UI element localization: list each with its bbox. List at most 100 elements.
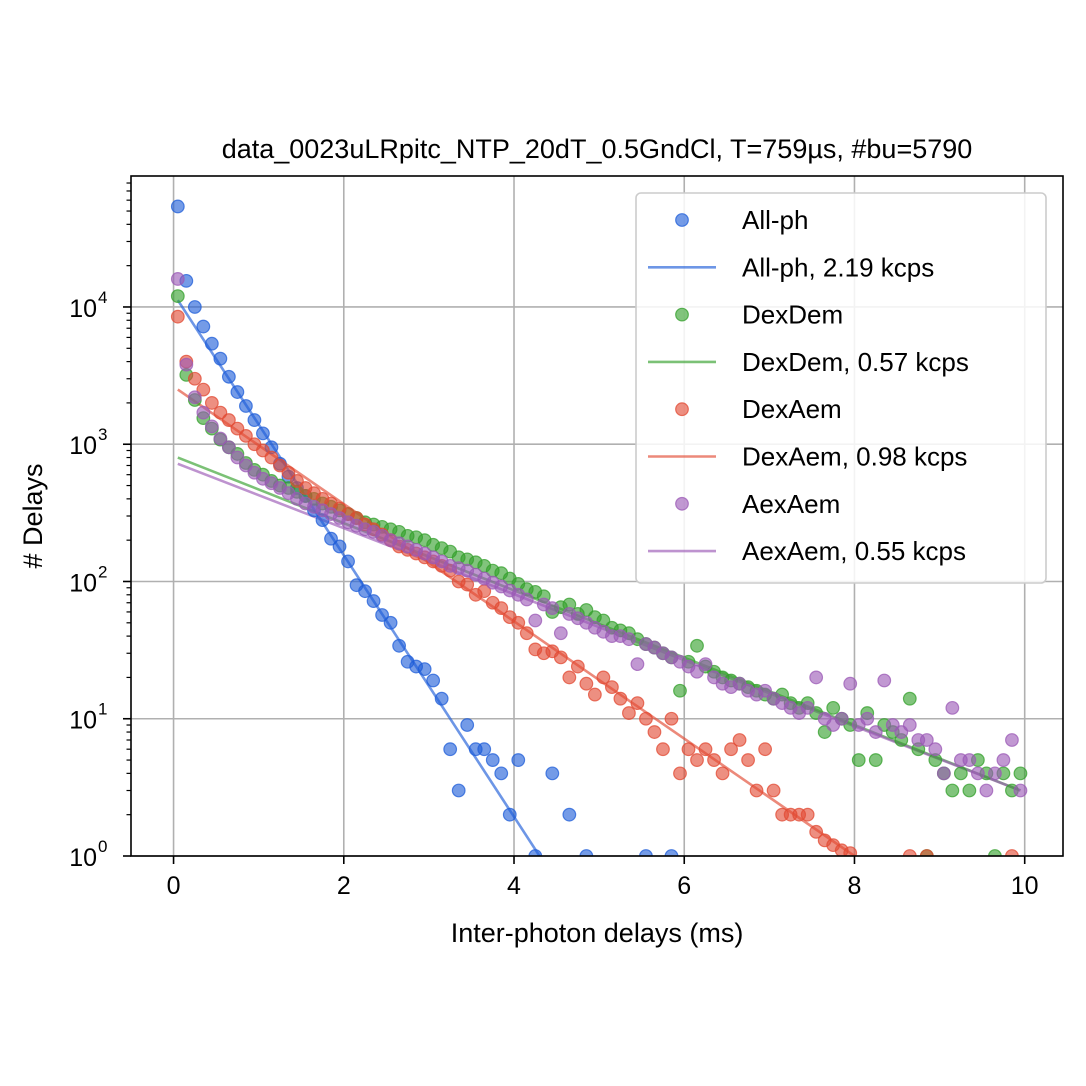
legend-label-dexaem: DexAem, 0.98 kcps bbox=[742, 442, 967, 472]
point-dexaem bbox=[170, 309, 185, 324]
point-dexaem bbox=[673, 766, 687, 781]
x-tick-label: 10 bbox=[1011, 872, 1039, 900]
y-tick-exponent: 3 bbox=[98, 425, 107, 444]
legend-box bbox=[635, 192, 1047, 584]
point-dexaem bbox=[843, 846, 858, 856]
y-tick-exponent: 0 bbox=[98, 837, 107, 856]
point-all-ph bbox=[213, 351, 228, 366]
point-all-ph bbox=[187, 300, 202, 314]
legend-marker-dexdem bbox=[675, 307, 689, 322]
point-dexdem bbox=[826, 700, 841, 715]
point-all-ph bbox=[358, 584, 372, 599]
point-aexaem bbox=[834, 711, 849, 726]
point-aexaem bbox=[179, 357, 194, 372]
legend-marker-all-ph bbox=[675, 213, 689, 227]
point-dexaem bbox=[690, 753, 704, 767]
legend-label-dexdem: DexDem bbox=[742, 300, 843, 330]
legend-label-all-ph: All-ph bbox=[742, 205, 808, 235]
point-dexdem bbox=[988, 849, 1002, 856]
point-dexaem bbox=[1005, 849, 1019, 856]
point-all-ph bbox=[485, 753, 500, 767]
point-dexaem bbox=[630, 696, 645, 711]
y-axis-label: # Delays bbox=[18, 463, 48, 568]
point-aexaem bbox=[962, 753, 977, 767]
point-aexaem bbox=[553, 626, 568, 641]
point-aexaem bbox=[630, 657, 645, 672]
point-all-ph bbox=[204, 336, 219, 351]
point-dexaem bbox=[707, 753, 721, 767]
y-tick-exponent: 2 bbox=[98, 562, 107, 581]
point-all-ph bbox=[443, 742, 458, 757]
point-all-ph bbox=[511, 753, 526, 767]
data-points bbox=[170, 199, 1028, 856]
point-all-ph bbox=[256, 426, 270, 441]
x-axis-label: Inter-photon delays (ms) bbox=[451, 918, 744, 948]
y-tick-label: 10 bbox=[69, 844, 97, 872]
legend: All-ph All-ph, 2.19 kcps DexDem DexDem, 0.5… bbox=[635, 192, 1047, 584]
point-dexaem bbox=[519, 626, 534, 641]
point-aexaem bbox=[213, 431, 228, 446]
y-tick-label: 10 bbox=[69, 569, 97, 597]
point-dexaem bbox=[221, 413, 236, 427]
point-all-ph bbox=[221, 369, 236, 384]
legend-label-aexaem: AexAem bbox=[742, 489, 840, 519]
point-dexaem bbox=[800, 807, 815, 822]
point-dexdem bbox=[868, 753, 883, 767]
point-dexdem bbox=[962, 783, 977, 798]
point-aexaem bbox=[860, 711, 875, 726]
point-dexaem bbox=[639, 711, 653, 726]
point-dexaem bbox=[570, 659, 585, 674]
point-all-ph bbox=[545, 766, 560, 781]
point-aexaem bbox=[187, 390, 202, 405]
point-dexdem bbox=[902, 691, 917, 706]
point-dexaem bbox=[596, 670, 611, 685]
point-dexaem bbox=[902, 849, 917, 856]
point-aexaem bbox=[758, 683, 773, 698]
point-dexaem bbox=[204, 396, 219, 410]
point-all-ph bbox=[392, 638, 407, 653]
point-aexaem bbox=[519, 592, 534, 607]
point-aexaem bbox=[230, 450, 245, 465]
point-aexaem bbox=[622, 632, 636, 647]
point-dexdem bbox=[170, 289, 185, 304]
point-all-ph bbox=[239, 399, 253, 413]
point-all-ph bbox=[460, 718, 475, 732]
legend-marker-dexaem bbox=[675, 402, 689, 417]
point-aexaem bbox=[970, 766, 985, 781]
point-all-ph bbox=[502, 807, 517, 822]
point-dexaem bbox=[579, 676, 594, 691]
point-aexaem bbox=[868, 725, 883, 739]
point-aexaem bbox=[843, 676, 858, 691]
point-dexaem bbox=[264, 450, 279, 465]
point-dexaem bbox=[766, 783, 781, 798]
point-dexaem bbox=[239, 429, 253, 443]
point-dexaem bbox=[741, 753, 755, 767]
legend-marker-aexaem bbox=[675, 496, 689, 511]
point-dexdem bbox=[1013, 766, 1028, 781]
point-aexaem bbox=[988, 766, 1002, 781]
point-aexaem bbox=[979, 783, 994, 798]
point-all-ph bbox=[494, 766, 509, 781]
point-dexaem bbox=[749, 783, 764, 798]
point-aexaem bbox=[528, 613, 543, 628]
point-dexdem bbox=[673, 683, 687, 698]
point-dexaem bbox=[647, 725, 662, 739]
point-dexaem bbox=[656, 742, 670, 757]
point-aexaem bbox=[170, 272, 185, 286]
point-dexaem bbox=[562, 670, 577, 685]
x-tick-label: 2 bbox=[337, 872, 351, 900]
point-aexaem bbox=[902, 718, 917, 732]
point-all-ph bbox=[528, 849, 543, 856]
point-dexdem bbox=[945, 783, 960, 798]
y-tick-label: 10 bbox=[69, 295, 97, 323]
point-dexaem bbox=[613, 691, 628, 706]
point-dexaem bbox=[604, 680, 619, 695]
point-dexaem bbox=[494, 601, 509, 615]
point-dexdem bbox=[690, 638, 704, 653]
legend-label-all-ph: All-ph, 2.19 kcps bbox=[742, 252, 934, 282]
x-tick-label: 6 bbox=[677, 872, 691, 900]
point-all-ph bbox=[324, 531, 338, 546]
point-all-ph bbox=[230, 385, 245, 399]
point-all-ph bbox=[383, 615, 398, 630]
